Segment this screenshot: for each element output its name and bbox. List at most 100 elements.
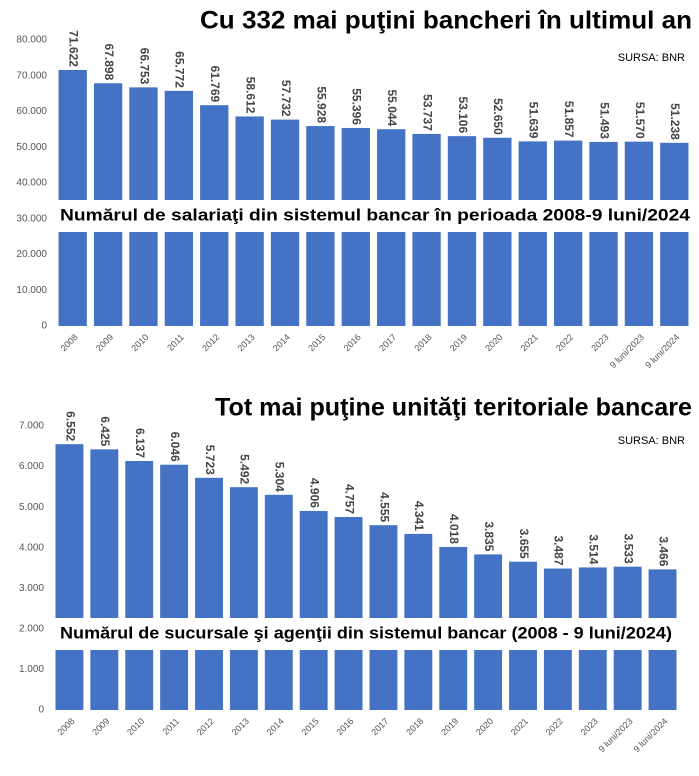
x-tick-label: 2013 — [235, 332, 256, 353]
source: SURSA: BNR — [618, 435, 685, 447]
y-tick-label: 20.000 — [16, 249, 47, 260]
x-tick-label: 2008 — [59, 332, 80, 353]
bar — [160, 464, 189, 710]
x-tick-label: 2021 — [519, 332, 540, 353]
value-label: 58.612 — [243, 77, 257, 114]
y-tick-label: 10.000 — [16, 285, 47, 296]
value-label: 4.341 — [412, 501, 426, 531]
x-tick-label: 2010 — [129, 332, 150, 353]
x-tick-label: 2017 — [377, 332, 398, 353]
subtitle-band — [52, 618, 699, 650]
source: SURSA: BNR — [618, 52, 685, 64]
x-tick-label: 9 luni/2024 — [631, 716, 669, 754]
x-tick-label: 2019 — [439, 716, 460, 737]
value-label: 6.137 — [133, 428, 147, 458]
x-tick-label: 2016 — [334, 716, 355, 737]
y-tick-label: 80.000 — [16, 35, 47, 46]
x-tick-label: 2008 — [55, 716, 76, 737]
y-tick-label: 0 — [41, 321, 47, 332]
value-label: 71.622 — [67, 30, 81, 67]
x-tick-label: 2009 — [94, 332, 115, 353]
x-tick-label: 2012 — [200, 332, 221, 353]
x-tick-label: 2023 — [589, 332, 610, 353]
value-label: 67.898 — [102, 44, 116, 81]
chart-subtitle: Numărul de sucursale şi agenţii din sist… — [60, 623, 672, 642]
value-label: 51.570 — [633, 102, 647, 139]
bar — [229, 487, 258, 710]
x-tick-label: 2014 — [265, 716, 286, 737]
value-label: 66.753 — [137, 48, 151, 85]
x-tick-label: 2012 — [195, 716, 216, 737]
y-tick-label: 2.000 — [19, 623, 44, 634]
value-label: 4.555 — [377, 492, 391, 522]
value-label: 5.492 — [238, 454, 252, 484]
value-label: 55.044 — [385, 90, 399, 127]
bar — [369, 525, 398, 710]
x-tick-label: 2014 — [271, 332, 292, 353]
x-tick-label: 2010 — [125, 716, 146, 737]
y-tick-label: 3.000 — [19, 583, 44, 594]
value-label: 4.906 — [307, 478, 321, 508]
chart-subtitle: Numărul de salariaţi din sistemul bancar… — [60, 205, 691, 224]
bar — [589, 141, 618, 326]
value-label: 61.769 — [208, 65, 222, 102]
subtitle-band — [55, 200, 699, 232]
bar — [125, 461, 154, 710]
y-tick-label: 40.000 — [16, 178, 47, 189]
x-tick-label: 2015 — [306, 332, 327, 353]
y-tick-label: 60.000 — [16, 106, 47, 117]
value-label: 51.238 — [668, 103, 682, 140]
bar — [299, 510, 328, 710]
x-tick-label: 2011 — [160, 716, 181, 737]
value-label: 57.732 — [279, 80, 293, 117]
y-tick-label: 4.000 — [19, 542, 44, 553]
value-label: 3.487 — [552, 535, 566, 565]
x-tick-label: 2018 — [412, 332, 433, 353]
x-tick-label: 2011 — [165, 332, 186, 353]
y-tick-label: 50.000 — [16, 142, 47, 153]
x-tick-label: 2016 — [342, 332, 363, 353]
x-tick-label: 2017 — [369, 716, 390, 737]
y-tick-label: 30.000 — [16, 213, 47, 224]
value-label: 65.772 — [173, 51, 187, 88]
value-label: 3.533 — [621, 534, 635, 564]
value-label: 6.425 — [98, 416, 112, 446]
x-tick-label: 2023 — [579, 716, 600, 737]
value-label: 51.493 — [597, 102, 611, 139]
value-label: 53.106 — [456, 96, 470, 133]
y-tick-label: 5.000 — [19, 502, 44, 513]
x-tick-label: 2020 — [483, 332, 504, 353]
x-tick-label: 2018 — [404, 716, 425, 737]
value-label: 4.018 — [447, 514, 461, 544]
value-label: 3.835 — [482, 521, 496, 551]
value-label: 55.396 — [350, 88, 364, 125]
x-tick-label: 9 luni/2023 — [597, 716, 635, 754]
bar — [334, 517, 363, 710]
x-tick-label: 9 luni/2023 — [608, 332, 646, 370]
value-label: 3.655 — [517, 529, 531, 559]
bar — [55, 444, 84, 710]
bar — [58, 69, 87, 326]
bar — [624, 141, 654, 326]
value-label: 51.857 — [562, 101, 576, 138]
value-label: 3.466 — [656, 536, 670, 566]
y-tick-label: 7.000 — [19, 421, 44, 432]
bar — [553, 140, 583, 326]
value-label: 3.514 — [587, 534, 601, 564]
y-tick-label: 1.000 — [19, 664, 44, 675]
bar — [264, 494, 293, 710]
chart-title: Cu 332 mai puţini bancheri în ultimul an — [200, 7, 692, 35]
y-tick-label: 0 — [38, 705, 44, 716]
bar — [518, 141, 547, 326]
x-tick-label: 2021 — [509, 716, 530, 737]
chart-title: Tot mai puţine unităţi teritoriale banca… — [215, 394, 692, 422]
value-label: 5.304 — [273, 462, 287, 492]
x-tick-label: 2015 — [300, 716, 321, 737]
value-label: 53.737 — [420, 94, 434, 131]
x-tick-label: 2022 — [544, 716, 565, 737]
value-label: 4.757 — [342, 484, 356, 514]
bar — [660, 142, 689, 326]
value-label: 6.552 — [63, 411, 77, 441]
x-tick-label: 2013 — [230, 716, 251, 737]
